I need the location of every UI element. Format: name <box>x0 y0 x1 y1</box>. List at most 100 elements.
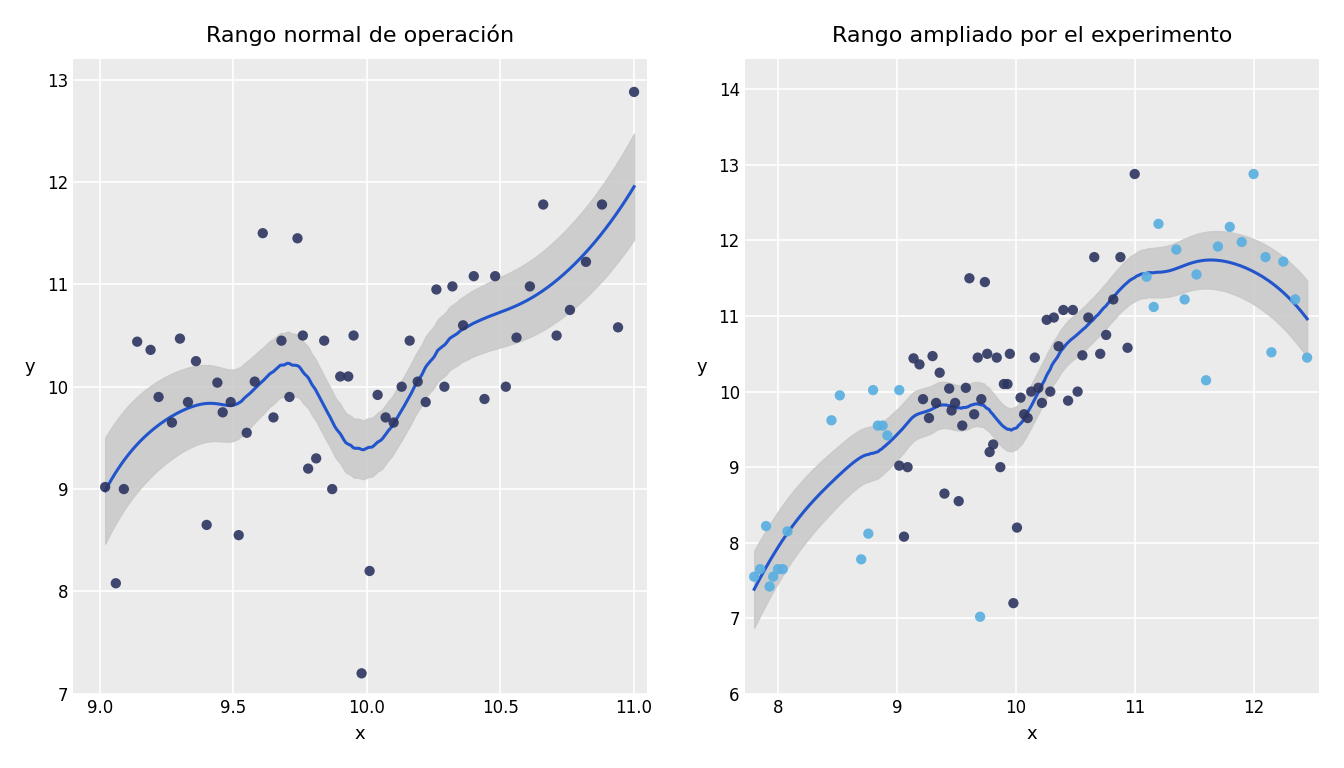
Point <box>591 198 613 210</box>
Point <box>966 352 988 364</box>
Point <box>505 332 527 344</box>
Point <box>1297 352 1318 364</box>
Point <box>1078 311 1099 323</box>
Point <box>958 272 980 284</box>
Point <box>1243 168 1265 180</box>
Point <box>969 611 991 623</box>
Point <box>1195 374 1216 386</box>
Point <box>1052 304 1074 316</box>
Point <box>750 563 771 575</box>
Point <box>1039 386 1060 398</box>
Point <box>1148 217 1169 230</box>
Point <box>220 396 242 409</box>
Title: Rango normal de operación: Rango normal de operación <box>206 25 515 47</box>
Y-axis label: y: y <box>696 359 707 376</box>
Point <box>777 525 798 538</box>
Point <box>1165 243 1187 256</box>
Point <box>359 564 380 577</box>
Point <box>1136 270 1157 283</box>
Point <box>1017 412 1039 424</box>
Point <box>941 404 962 416</box>
Point <box>383 416 405 429</box>
Point <box>212 406 234 419</box>
Point <box>343 329 364 342</box>
Point <box>367 389 388 401</box>
Point <box>196 518 218 531</box>
Point <box>1009 392 1031 404</box>
Point <box>1043 311 1064 323</box>
Point <box>375 412 396 424</box>
Point <box>473 393 495 406</box>
Point <box>863 384 884 396</box>
Y-axis label: y: y <box>26 359 36 376</box>
Point <box>986 352 1008 364</box>
Point <box>1185 268 1207 280</box>
Point <box>1273 256 1294 268</box>
Point <box>909 358 930 370</box>
Point <box>575 256 597 268</box>
Point <box>926 397 948 409</box>
Title: Rango ampliado por el experimento: Rango ampliado por el experimento <box>832 27 1232 47</box>
Point <box>1090 348 1111 360</box>
Point <box>559 304 581 316</box>
Point <box>929 366 950 379</box>
Point <box>1110 251 1132 263</box>
Point <box>821 414 843 426</box>
Point <box>993 378 1015 390</box>
Point <box>888 459 910 472</box>
Point <box>952 419 973 432</box>
Point <box>442 280 464 293</box>
Point <box>546 329 567 342</box>
Point <box>888 384 910 396</box>
Point <box>321 483 343 495</box>
Point <box>169 333 191 345</box>
Point <box>453 319 474 332</box>
Point <box>278 391 300 403</box>
Point <box>964 408 985 420</box>
Point <box>978 446 1000 458</box>
Point <box>829 389 851 402</box>
Point <box>1285 293 1306 306</box>
Point <box>1231 236 1253 248</box>
Point <box>867 419 888 432</box>
Point <box>974 276 996 288</box>
X-axis label: x: x <box>1027 725 1038 743</box>
Point <box>286 232 308 244</box>
Point <box>434 381 456 393</box>
Point <box>624 86 645 98</box>
Point <box>253 227 274 240</box>
Point <box>913 393 934 406</box>
Point <box>426 283 448 296</box>
Point <box>399 335 421 347</box>
Point <box>313 335 335 347</box>
Point <box>245 376 266 388</box>
Point <box>767 563 789 575</box>
Point <box>148 391 169 403</box>
Point <box>519 280 540 293</box>
Point <box>1003 597 1024 609</box>
Point <box>415 396 437 409</box>
Point <box>177 396 199 409</box>
Point <box>759 581 781 593</box>
Point <box>1117 342 1138 354</box>
Point <box>407 376 429 388</box>
Point <box>237 427 258 439</box>
Point <box>464 270 485 283</box>
Point <box>970 393 992 406</box>
Point <box>1048 340 1070 353</box>
Point <box>771 563 793 575</box>
Point <box>903 353 925 365</box>
Point <box>532 198 554 210</box>
Point <box>270 335 292 347</box>
Point <box>1020 386 1042 398</box>
Point <box>1095 329 1117 341</box>
Point <box>1007 521 1028 534</box>
Point <box>982 439 1004 451</box>
Point <box>140 344 161 356</box>
Point <box>1102 293 1124 306</box>
Point <box>292 329 313 342</box>
Point <box>1219 220 1241 233</box>
Point <box>105 577 126 589</box>
Point <box>857 528 879 540</box>
Point <box>297 462 319 475</box>
